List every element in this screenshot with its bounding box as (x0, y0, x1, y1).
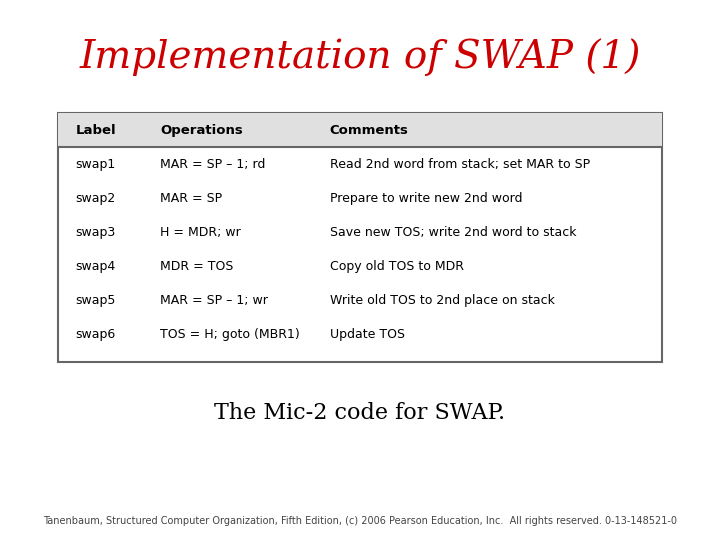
Text: Write old TOS to 2nd place on stack: Write old TOS to 2nd place on stack (330, 294, 554, 307)
Bar (58, 113, 662, 147)
Text: Update TOS: Update TOS (330, 328, 405, 341)
Text: Tanenbaum, Structured Computer Organization, Fifth Edition, (c) 2006 Pearson Edu: Tanenbaum, Structured Computer Organizat… (43, 516, 677, 526)
Text: MAR = SP: MAR = SP (161, 192, 222, 205)
Text: H = MDR; wr: H = MDR; wr (161, 226, 241, 239)
Text: swap5: swap5 (76, 294, 116, 307)
Text: swap1: swap1 (76, 158, 116, 171)
Text: Copy old TOS to MDR: Copy old TOS to MDR (330, 260, 464, 273)
Text: Save new TOS; write 2nd word to stack: Save new TOS; write 2nd word to stack (330, 226, 576, 239)
Text: MAR = SP – 1; wr: MAR = SP – 1; wr (161, 294, 269, 307)
Text: Operations: Operations (161, 124, 243, 137)
Text: Implementation of SWAP (1): Implementation of SWAP (1) (79, 38, 641, 76)
Text: swap3: swap3 (76, 226, 116, 239)
Text: The Mic-2 code for SWAP.: The Mic-2 code for SWAP. (215, 402, 505, 424)
Text: MDR = TOS: MDR = TOS (161, 260, 234, 273)
Text: Comments: Comments (330, 124, 409, 137)
Text: swap6: swap6 (76, 328, 116, 341)
Text: MAR = SP – 1; rd: MAR = SP – 1; rd (161, 158, 266, 171)
Text: swap2: swap2 (76, 192, 116, 205)
Text: Read 2nd word from stack; set MAR to SP: Read 2nd word from stack; set MAR to SP (330, 158, 590, 171)
Text: TOS = H; goto (MBR1): TOS = H; goto (MBR1) (161, 328, 300, 341)
Text: Label: Label (76, 124, 117, 137)
Text: Prepare to write new 2nd word: Prepare to write new 2nd word (330, 192, 522, 205)
Text: swap4: swap4 (76, 260, 116, 273)
